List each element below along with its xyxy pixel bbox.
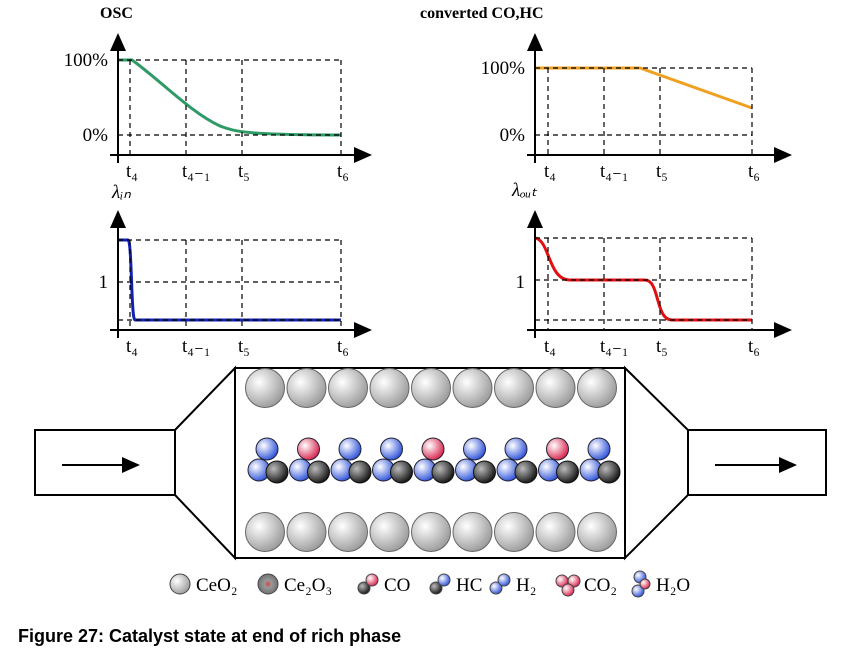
molecule-atom — [546, 437, 569, 461]
legend-icon — [365, 573, 379, 587]
x-tick-label: t₅ — [238, 336, 250, 357]
x-tick-label: t₄₋₁ — [182, 161, 211, 182]
legend-label: H₂O — [656, 575, 690, 596]
legend-icon — [561, 583, 575, 597]
legend-icon — [489, 581, 503, 595]
molecule-atom — [597, 460, 621, 484]
ceria-sphere — [577, 368, 617, 408]
ceria-sphere — [494, 368, 534, 408]
legend-icon — [437, 573, 451, 587]
molecule-atom — [587, 437, 611, 461]
legend-icon — [357, 581, 371, 595]
legend-label: CeO₂ — [196, 575, 237, 596]
x-tick-label: t₄₋₁ — [182, 336, 211, 357]
y-tick-label: 100% — [481, 58, 526, 79]
molecule-atom — [421, 437, 445, 461]
outlet-pipe — [687, 429, 827, 496]
ceria-sphere — [411, 512, 451, 552]
legend-label: CO — [384, 575, 410, 596]
y-tick-label: 1 — [99, 272, 109, 293]
ceria-sphere — [535, 512, 576, 552]
ceria-sphere — [577, 512, 617, 552]
plot-title: converted CO,HC — [420, 5, 544, 22]
x-tick-label: t₅ — [656, 336, 668, 357]
ceria-sphere — [369, 368, 410, 408]
molecule-atom — [390, 460, 413, 484]
molecule-atom — [473, 460, 496, 484]
ceria-sphere — [494, 512, 534, 552]
ceria-sphere — [369, 512, 410, 552]
ceria-sphere — [452, 512, 493, 552]
legend-icon — [429, 581, 443, 595]
legend-icon — [631, 584, 645, 598]
legend-label: CO₂ — [584, 575, 617, 596]
molecule-atom — [463, 437, 486, 461]
x-tick-label: t₆ — [337, 336, 349, 357]
ceria-sphere — [328, 512, 368, 552]
molecule-atom — [297, 437, 320, 461]
x-tick-label: t₆ — [337, 161, 349, 182]
ceria-sphere — [328, 368, 368, 408]
molecule-atom — [514, 460, 538, 484]
molecule-atom — [556, 460, 579, 484]
caption: Figure 27: Catalyst state at end of rich… — [18, 626, 401, 646]
y-label: λₒᵤₜ — [511, 180, 537, 201]
x-tick-label: t₆ — [748, 161, 760, 182]
legend-label: Ce₂O₃ — [284, 575, 332, 596]
ceria-sphere — [452, 368, 493, 408]
x-tick-label: t₄ — [544, 336, 556, 357]
ceria-sphere — [535, 368, 576, 408]
legend-icon — [169, 573, 191, 595]
inlet-cone — [174, 365, 236, 561]
x-tick-label: t₆ — [748, 336, 760, 357]
ceria-sphere — [245, 368, 285, 408]
y-tick-label: 100% — [64, 50, 109, 71]
legend-icon — [567, 574, 581, 588]
legend-label: H₂ — [516, 575, 536, 596]
outlet-cone — [624, 365, 689, 561]
osc-curve — [118, 58, 342, 137]
x-tick-label: t₅ — [238, 161, 250, 182]
y-tick-label: 0% — [500, 125, 526, 146]
molecule-atom — [380, 437, 403, 461]
molecule-atom — [265, 460, 289, 484]
x-tick-label: t₅ — [656, 161, 668, 182]
x-tick-label: t₄₋₁ — [600, 161, 629, 182]
x-tick-label: t₄ — [126, 161, 138, 182]
x-tick-label: t₄ — [126, 336, 138, 357]
legend-label: HC — [456, 575, 482, 596]
x-tick-label: t₄ — [544, 161, 556, 182]
y-label: λᵢₙ — [111, 182, 131, 203]
y-tick-label: 1 — [516, 272, 526, 293]
conversion-curve — [535, 66, 753, 110]
molecule-atom — [348, 460, 372, 484]
x-tick-label: t₄₋₁ — [600, 336, 629, 357]
y-tick-label: 0% — [83, 125, 109, 146]
molecule-atom — [504, 437, 528, 461]
legend-icon — [639, 578, 651, 590]
molecule-atom — [307, 460, 330, 484]
lambda-in-curve — [118, 238, 341, 322]
lambda-out-curve — [534, 236, 752, 322]
plot-title: OSC — [100, 5, 133, 22]
molecule-atom — [255, 437, 279, 461]
ceria-sphere — [411, 368, 451, 408]
ceria-sphere — [286, 512, 327, 552]
molecule-atom — [431, 460, 455, 484]
inlet-pipe — [34, 429, 176, 496]
ceria-sphere — [286, 368, 327, 408]
ceria-sphere — [245, 512, 285, 552]
legend-icon — [257, 573, 279, 595]
legend-icon — [497, 573, 511, 587]
molecule-atom — [338, 437, 362, 461]
